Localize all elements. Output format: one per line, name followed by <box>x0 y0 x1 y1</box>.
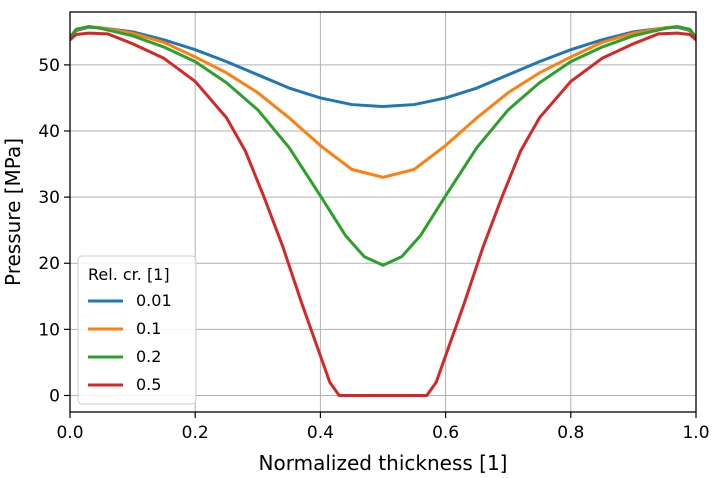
x-tick-label: 0.6 <box>432 423 459 443</box>
x-tick-label: 0.0 <box>56 423 83 443</box>
x-tick-label: 0.2 <box>182 423 209 443</box>
y-tick-label: 40 <box>38 122 60 142</box>
y-tick-label: 50 <box>38 56 60 76</box>
legend: Rel. cr. [1] 0.01 0.1 0.2 0.5 <box>77 255 197 405</box>
y-tick-label: 0 <box>49 386 60 406</box>
series-line-0.1 <box>70 25 696 179</box>
legend-label-0.5: 0.5 <box>136 375 161 394</box>
legend-label-0.1: 0.1 <box>136 319 161 338</box>
plot-area <box>70 25 696 397</box>
legend-label-0.2: 0.2 <box>136 347 161 366</box>
x-axis-label: Normalized thickness [1] <box>259 451 508 475</box>
y-tick-label: 30 <box>38 188 60 208</box>
axis-ticks: 0.0 0.2 0.4 0.6 0.8 1.0 0 10 20 30 40 50 <box>38 56 709 443</box>
legend-label-0.01: 0.01 <box>136 291 172 310</box>
y-axis-label: Pressure [MPa] <box>1 138 25 286</box>
series-line-0.2 <box>70 25 696 267</box>
x-tick-label: 0.4 <box>307 423 334 443</box>
x-tick-label: 0.8 <box>557 423 584 443</box>
legend-box <box>77 255 197 405</box>
x-tick-label: 1.0 <box>682 423 709 443</box>
axes-frame <box>69 11 697 413</box>
y-tick-label: 10 <box>38 320 60 340</box>
series-line-0.5 <box>70 31 696 397</box>
legend-title: Rel. cr. [1] <box>88 265 170 284</box>
y-tick-label: 20 <box>38 254 60 274</box>
